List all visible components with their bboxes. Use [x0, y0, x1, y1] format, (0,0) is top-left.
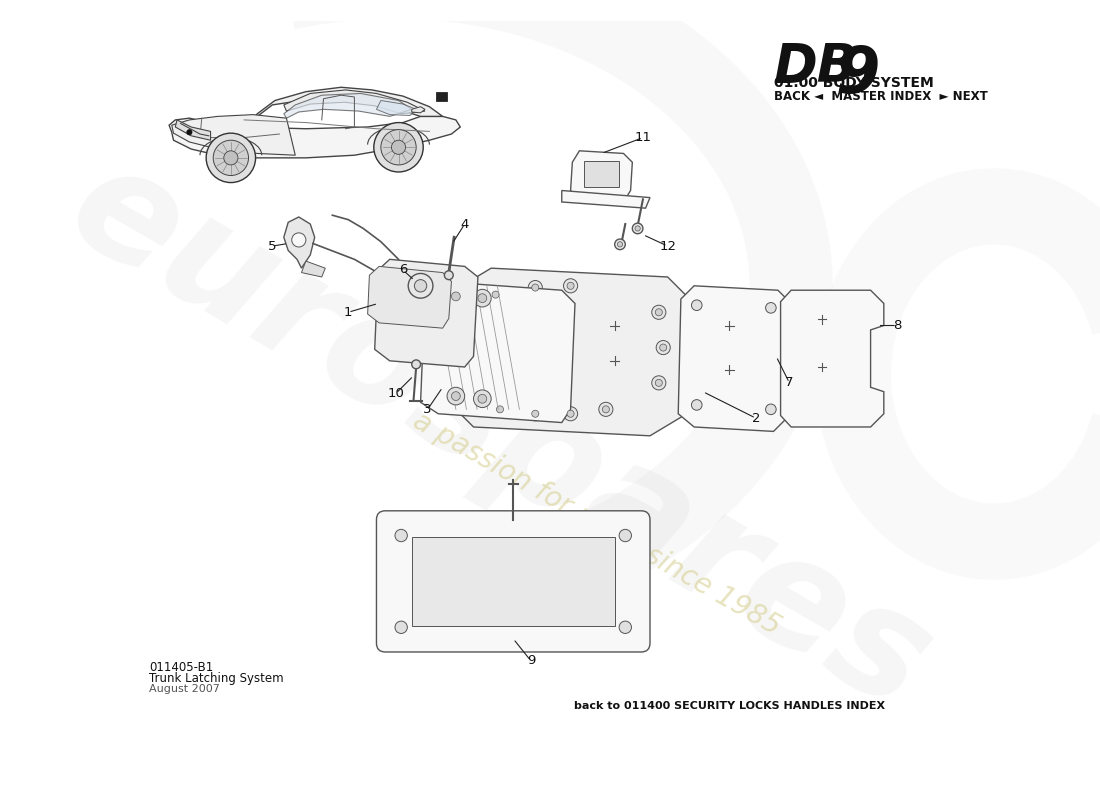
Circle shape: [656, 309, 662, 316]
Circle shape: [292, 233, 306, 247]
Circle shape: [381, 130, 416, 165]
Circle shape: [531, 284, 539, 291]
Bar: [437, 92, 447, 101]
Circle shape: [619, 621, 631, 634]
Polygon shape: [420, 282, 575, 422]
Circle shape: [615, 239, 625, 250]
Circle shape: [451, 292, 460, 301]
Circle shape: [619, 530, 631, 542]
Circle shape: [411, 360, 420, 369]
Text: 01.00 BODY SYSTEM: 01.00 BODY SYSTEM: [773, 76, 933, 90]
Text: 5: 5: [268, 239, 276, 253]
Circle shape: [408, 274, 433, 298]
Circle shape: [488, 287, 503, 302]
Circle shape: [473, 290, 492, 307]
Polygon shape: [284, 94, 411, 118]
Text: a passion for parts since 1985: a passion for parts since 1985: [408, 407, 785, 641]
Circle shape: [692, 300, 702, 310]
Text: Trunk Latching System: Trunk Latching System: [148, 672, 284, 686]
Polygon shape: [172, 114, 295, 155]
Text: 12: 12: [659, 239, 676, 253]
Text: BACK ◄  MASTER INDEX  ► NEXT: BACK ◄ MASTER INDEX ► NEXT: [773, 90, 988, 103]
Circle shape: [447, 287, 464, 306]
Polygon shape: [367, 266, 451, 328]
Polygon shape: [376, 101, 416, 115]
Polygon shape: [562, 190, 650, 208]
Circle shape: [692, 400, 702, 410]
Circle shape: [617, 242, 623, 247]
Circle shape: [392, 140, 406, 154]
Polygon shape: [284, 217, 315, 268]
Circle shape: [652, 376, 666, 390]
Polygon shape: [679, 286, 791, 431]
Text: August 2007: August 2007: [148, 684, 220, 694]
Text: 1: 1: [344, 306, 352, 318]
Text: 9: 9: [527, 654, 535, 667]
Text: 4: 4: [461, 218, 469, 230]
Text: 011405-B1: 011405-B1: [148, 661, 213, 674]
Circle shape: [451, 392, 460, 401]
Text: DB: DB: [773, 41, 858, 93]
Circle shape: [531, 410, 539, 418]
Circle shape: [528, 406, 542, 421]
Polygon shape: [301, 261, 326, 277]
Polygon shape: [169, 116, 460, 158]
Circle shape: [566, 410, 574, 418]
Text: 11: 11: [635, 131, 651, 144]
FancyBboxPatch shape: [376, 511, 650, 652]
Circle shape: [395, 621, 407, 634]
Circle shape: [493, 402, 507, 416]
Text: 2: 2: [751, 412, 760, 425]
Circle shape: [213, 140, 249, 175]
Polygon shape: [244, 87, 442, 127]
Text: 6: 6: [398, 263, 407, 277]
Circle shape: [598, 402, 613, 416]
Text: 7: 7: [785, 376, 794, 390]
Text: back to 011400 SECURITY LOCKS HANDLES INDEX: back to 011400 SECURITY LOCKS HANDLES IN…: [574, 701, 886, 711]
Circle shape: [477, 294, 487, 302]
Polygon shape: [284, 90, 425, 114]
Polygon shape: [571, 151, 632, 202]
Polygon shape: [438, 268, 703, 436]
Polygon shape: [375, 259, 477, 367]
Text: 8: 8: [893, 319, 901, 332]
Text: 9: 9: [835, 44, 880, 106]
Circle shape: [766, 302, 777, 313]
Circle shape: [415, 280, 427, 292]
Bar: [411, 538, 615, 626]
Circle shape: [603, 406, 609, 413]
Polygon shape: [175, 120, 210, 140]
Circle shape: [563, 406, 578, 421]
Circle shape: [496, 406, 504, 413]
Text: 10: 10: [387, 387, 405, 400]
Circle shape: [206, 133, 255, 182]
Circle shape: [656, 379, 662, 386]
Circle shape: [657, 341, 670, 354]
Circle shape: [187, 130, 192, 135]
Bar: [584, 161, 619, 187]
Circle shape: [566, 282, 574, 290]
Circle shape: [766, 404, 777, 414]
Circle shape: [632, 223, 642, 234]
Circle shape: [395, 530, 407, 542]
Text: eurospares: eurospares: [44, 130, 956, 742]
Text: 3: 3: [424, 403, 432, 416]
Circle shape: [444, 271, 453, 280]
Circle shape: [473, 390, 492, 407]
Circle shape: [223, 151, 238, 165]
Polygon shape: [411, 106, 425, 113]
Circle shape: [652, 306, 666, 319]
Circle shape: [447, 387, 464, 405]
Circle shape: [477, 394, 487, 403]
Circle shape: [528, 281, 542, 294]
Circle shape: [635, 226, 640, 231]
Polygon shape: [781, 290, 883, 427]
Circle shape: [660, 344, 667, 351]
Circle shape: [492, 291, 499, 298]
Circle shape: [563, 278, 578, 293]
Circle shape: [374, 122, 424, 172]
